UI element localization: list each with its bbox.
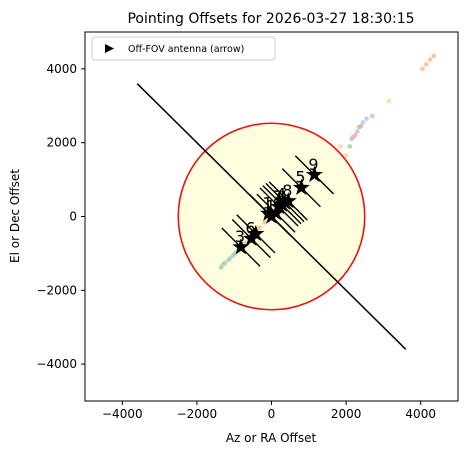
antenna-star (279, 192, 297, 209)
legend-box (91, 36, 276, 61)
sample-point (257, 225, 262, 230)
sample-point (338, 144, 343, 149)
sample-point (420, 66, 425, 72)
y-tick-label: −2000 (36, 283, 77, 297)
antenna-label: 5 (295, 168, 305, 187)
x-axis-label: Az or RA Offset (226, 431, 317, 445)
antenna-star (262, 207, 281, 224)
y-tick-label: 2000 (46, 136, 77, 150)
antenna-star (292, 178, 310, 195)
sample-point (349, 136, 354, 142)
sample-point (243, 240, 248, 246)
sample-point (423, 62, 429, 67)
sample-point (232, 251, 238, 256)
sample-point (262, 220, 268, 225)
sample-point (228, 255, 233, 261)
x-tick-label: −2000 (177, 407, 218, 421)
y-axis-ticks: −4000 −2000 0 2000 4000 (36, 62, 85, 371)
y-tick-label: 0 (69, 210, 77, 224)
legend-label: Off-FOV antenna (arrow) (128, 44, 244, 55)
sample-point (360, 120, 366, 125)
antenna-star (259, 204, 278, 221)
x-tick-label: 0 (268, 407, 276, 421)
antenna-star (305, 165, 323, 183)
antenna-label: 4 (276, 185, 286, 204)
antenna-star (247, 224, 265, 242)
sample-point (220, 262, 226, 267)
x-tick-label: −4000 (102, 407, 143, 421)
sample-point (343, 153, 349, 158)
antenna-label: 1 (266, 197, 276, 216)
antenna-label: 10 (263, 194, 283, 213)
antenna-label: 6 (245, 219, 255, 238)
x-tick-label: 4000 (405, 407, 436, 421)
sample-point (358, 123, 364, 129)
antenna-markers (232, 165, 323, 255)
antenna-label: 8 (282, 181, 292, 200)
sample-point (347, 144, 353, 149)
x-axis-ticks: −4000 −2000 0 2000 4000 (102, 401, 436, 421)
legend-arrow-marker (105, 44, 114, 53)
antenna-star (242, 229, 260, 246)
sample-point (364, 116, 369, 122)
sample-point (431, 53, 437, 59)
y-axis-label: El or Dec Offset (8, 169, 22, 263)
antenna-star (232, 238, 250, 255)
sample-point (369, 113, 375, 119)
antenna-label: 7 (273, 187, 283, 206)
sample-point (354, 129, 360, 134)
y-tick-label: 4000 (46, 62, 77, 76)
chart-title: Pointing Offsets for 2026-03-27 18:30:15 (127, 11, 414, 27)
antenna-label: 9 (308, 155, 318, 174)
antenna-label: 3 (235, 227, 245, 246)
legend: Off-FOV antenna (arrow) (91, 36, 276, 61)
x-tick-label: 2000 (331, 407, 362, 421)
y-tick-label: −4000 (36, 357, 77, 371)
sample-point (427, 57, 433, 62)
sample-point (386, 98, 392, 104)
